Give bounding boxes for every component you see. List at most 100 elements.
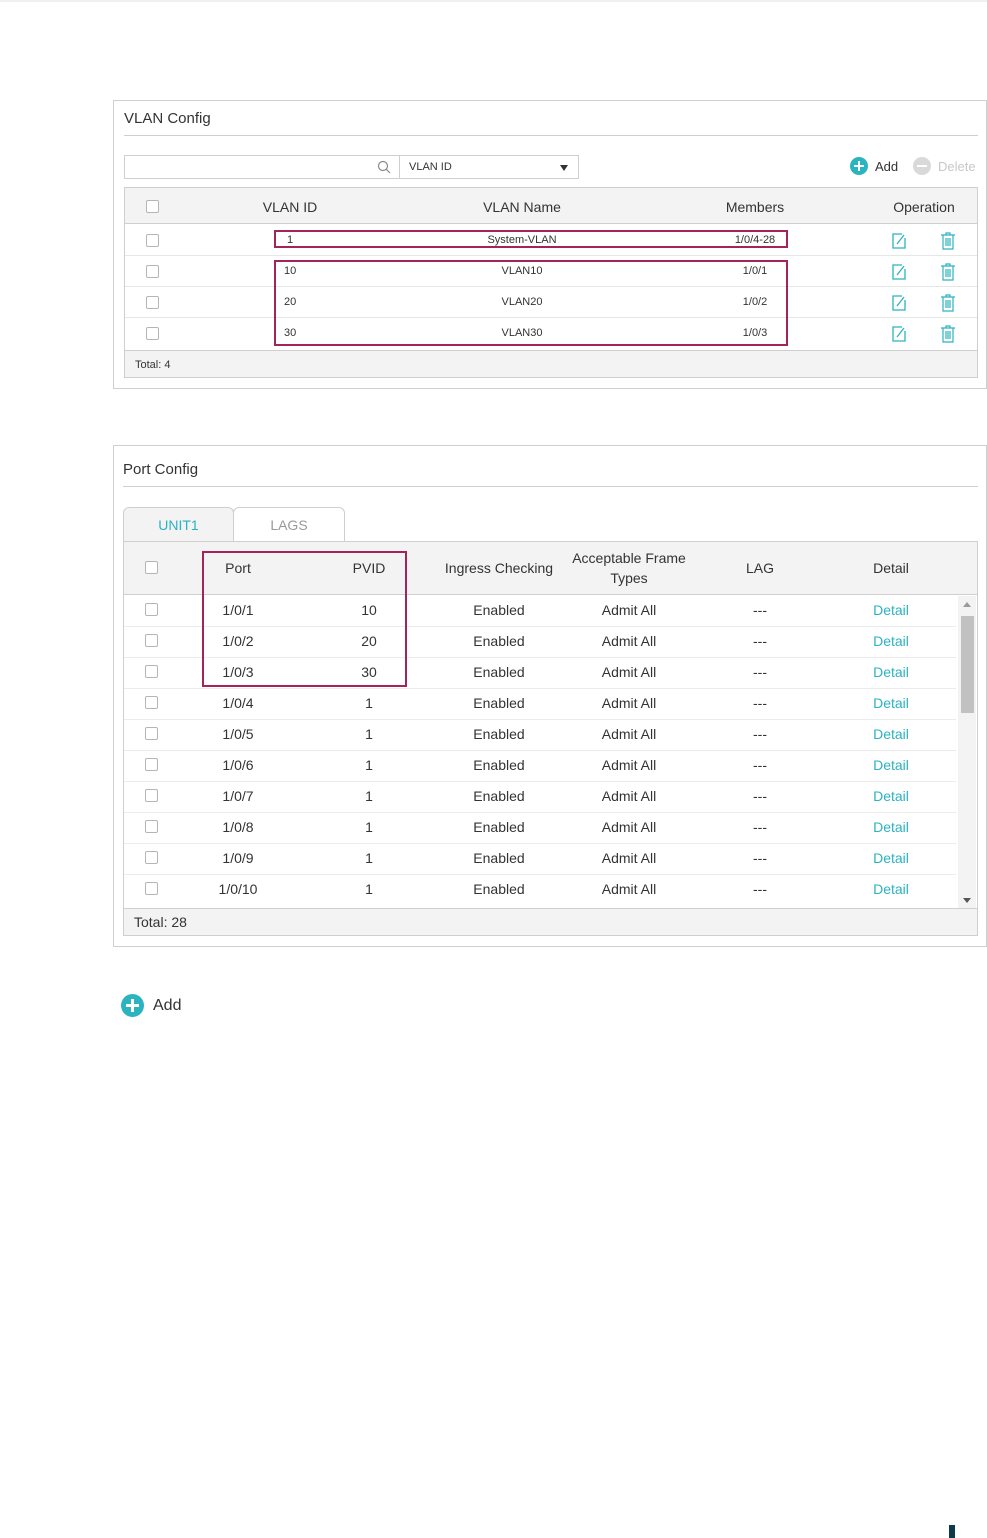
search-icon[interactable]	[377, 160, 391, 174]
pvid-cell: 1	[365, 788, 373, 804]
edit-icon[interactable]	[891, 294, 907, 312]
vlan-table: VLAN ID VLAN Name Members Operation 1 Sy…	[124, 187, 978, 378]
search-input[interactable]	[124, 155, 400, 179]
scroll-up-arrow-icon[interactable]	[963, 602, 971, 607]
row-checkbox[interactable]	[145, 758, 158, 771]
col-detail: Detail	[873, 560, 909, 576]
trash-icon[interactable]	[940, 325, 956, 343]
highlight-box-new-vlans	[274, 260, 788, 346]
detail-link[interactable]: Detail	[873, 788, 909, 804]
edit-icon[interactable]	[891, 263, 907, 281]
col-port[interactable]: Port	[225, 560, 251, 576]
row-checkbox[interactable]	[145, 789, 158, 802]
ingress-cell: Enabled	[473, 602, 525, 618]
frame-cell: Admit All	[601, 664, 657, 680]
detail-link[interactable]: Detail	[873, 633, 909, 649]
col-members[interactable]: Members	[725, 199, 785, 215]
port-cell: 1/0/1	[222, 602, 254, 618]
frame-cell: Admit All	[601, 788, 657, 804]
ingress-cell: Enabled	[473, 664, 525, 680]
port-table-total: Total: 28	[124, 908, 977, 935]
vlan-name-cell: VLAN30	[501, 327, 543, 339]
vertical-scrollbar[interactable]	[958, 596, 976, 909]
trash-icon[interactable]	[940, 294, 956, 312]
trash-icon[interactable]	[940, 263, 956, 281]
plus-circle-icon	[121, 994, 144, 1017]
col-acceptable-frame-types[interactable]: Types	[610, 570, 648, 586]
ingress-cell: Enabled	[473, 788, 525, 804]
vlan-id-cell: 20	[284, 296, 297, 308]
pvid-cell: 1	[365, 757, 373, 773]
detail-link[interactable]: Detail	[873, 726, 909, 742]
trash-icon[interactable]	[940, 232, 956, 250]
add-vlan-button[interactable]: Add	[850, 155, 898, 177]
lag-cell: ---	[753, 850, 767, 866]
detail-link[interactable]: Detail	[873, 850, 909, 866]
detail-link[interactable]: Detail	[873, 881, 909, 897]
col-operation: Operation	[893, 199, 955, 215]
detail-link[interactable]: Detail	[873, 819, 909, 835]
col-vlan-id[interactable]: VLAN ID	[262, 199, 318, 215]
row-checkbox[interactable]	[145, 882, 158, 895]
scrollbar-thumb[interactable]	[961, 616, 974, 713]
detail-link[interactable]: Detail	[873, 664, 909, 680]
row-checkbox[interactable]	[145, 820, 158, 833]
col-acceptable-frame[interactable]: Acceptable Frame	[572, 550, 686, 566]
scroll-down-arrow-icon[interactable]	[963, 898, 971, 903]
highlight-box-port-pvid	[202, 551, 407, 687]
row-checkbox[interactable]	[145, 603, 158, 616]
lag-cell: ---	[753, 757, 767, 773]
row-checkbox[interactable]	[146, 234, 159, 247]
table-row: 1/0/9 1 Enabled Admit All --- Detail	[124, 844, 956, 875]
table-row: 20 VLAN20 1/0/2	[125, 287, 977, 318]
frame-cell: Admit All	[601, 695, 657, 711]
top-divider	[0, 0, 987, 2]
vlan-id-cell: 30	[284, 327, 297, 339]
col-ingress-checking[interactable]: Ingress Checking	[444, 560, 554, 576]
tab-lags[interactable]: LAGS	[233, 507, 345, 541]
port-cell: 1/0/9	[222, 850, 254, 866]
row-checkbox[interactable]	[145, 634, 158, 647]
row-checkbox[interactable]	[145, 696, 158, 709]
members-cell: 1/0/4-28	[734, 234, 776, 246]
detail-link[interactable]: Detail	[873, 757, 909, 773]
row-checkbox[interactable]	[146, 327, 159, 340]
detail-link[interactable]: Detail	[873, 695, 909, 711]
frame-cell: Admit All	[601, 881, 657, 897]
edit-icon[interactable]	[891, 325, 907, 343]
vlan-name-cell: VLAN10	[501, 265, 543, 277]
vlan-table-total: Total: 4	[125, 350, 977, 377]
tab-unit1[interactable]: UNIT1	[123, 507, 234, 541]
table-row: 1/0/6 1 Enabled Admit All --- Detail	[124, 751, 956, 782]
row-checkbox[interactable]	[145, 727, 158, 740]
row-checkbox[interactable]	[145, 665, 158, 678]
row-checkbox[interactable]	[145, 851, 158, 864]
lag-cell: ---	[753, 788, 767, 804]
pvid-cell: 1	[365, 726, 373, 742]
bottom-add-label: Add	[153, 996, 182, 1014]
frame-cell: Admit All	[601, 633, 657, 649]
select-all-checkbox[interactable]	[146, 200, 159, 213]
edit-icon[interactable]	[891, 232, 907, 250]
frame-cell: Admit All	[601, 850, 657, 866]
detail-link[interactable]: Detail	[873, 602, 909, 618]
lag-cell: ---	[753, 881, 767, 897]
col-vlan-name[interactable]: VLAN Name	[483, 199, 561, 215]
port-cell: 1/0/6	[222, 757, 254, 773]
vlan-config-panel: VLAN Config VLAN ID Add Delete VLAN ID V…	[113, 100, 987, 389]
row-checkbox[interactable]	[146, 296, 159, 309]
col-lag[interactable]: LAG	[745, 560, 775, 576]
bottom-add-button[interactable]: Add	[121, 994, 181, 1017]
port-table-header: Port PVID Ingress Checking Acceptable Fr…	[124, 542, 977, 595]
table-row: 1 System-VLAN 1/0/4-28	[125, 225, 977, 256]
table-row: 1/0/3 30 Enabled Admit All --- Detail	[124, 658, 956, 689]
delete-vlan-button[interactable]: Delete	[913, 155, 976, 177]
col-pvid[interactable]: PVID	[352, 560, 386, 576]
pvid-cell: 20	[361, 633, 377, 649]
select-all-checkbox[interactable]	[145, 561, 158, 574]
table-row: 10 VLAN10 1/0/1	[125, 256, 977, 287]
vlan-name-cell: VLAN20	[501, 296, 543, 308]
search-filter-select[interactable]: VLAN ID	[399, 155, 579, 179]
row-checkbox[interactable]	[146, 265, 159, 278]
vlan-id-cell: 1	[286, 234, 294, 246]
